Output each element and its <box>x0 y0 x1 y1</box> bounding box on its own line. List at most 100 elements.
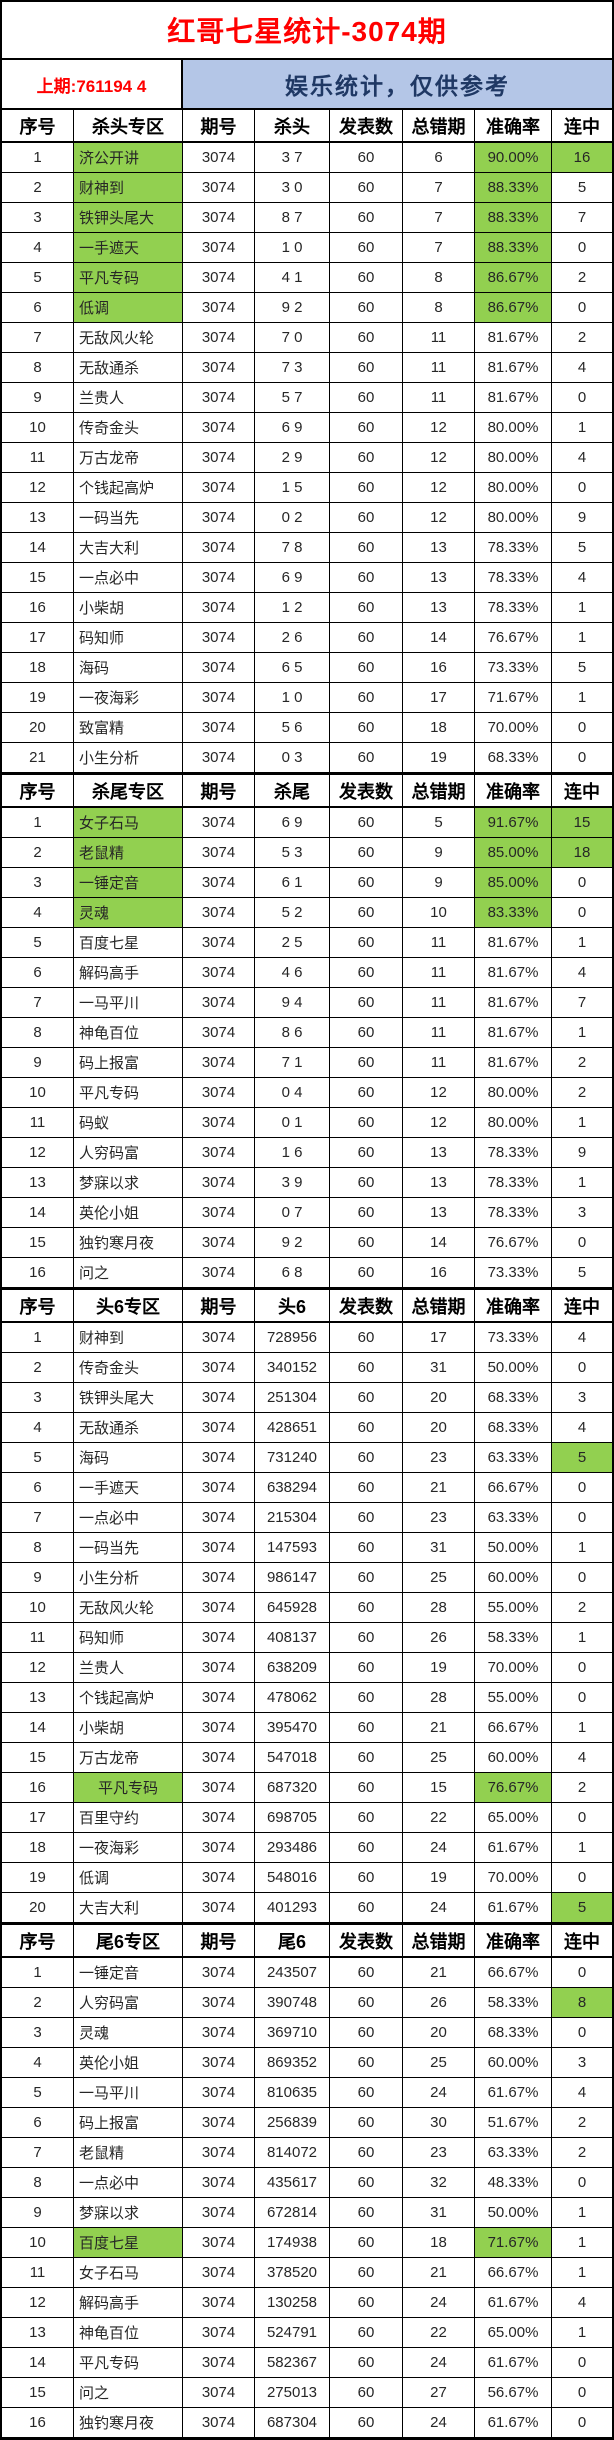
header-total-wrong: 总错期 <box>403 1923 475 1958</box>
cell-streak: 4 <box>552 443 612 473</box>
cell-value: 6 1 <box>255 868 330 898</box>
info-row: 上期:761194 4 娱乐统计，仅供参考 <box>2 60 612 108</box>
cell-name: 致富精 <box>74 713 183 743</box>
cell-accuracy: 78.33% <box>475 1198 552 1228</box>
header-seq: 序号 <box>2 1288 74 1323</box>
cell-published: 60 <box>330 838 403 868</box>
cell-seq: 1 <box>2 1323 74 1353</box>
cell-streak: 0 <box>552 1473 612 1503</box>
cell-published: 60 <box>330 1773 403 1803</box>
header-seq: 序号 <box>2 108 74 143</box>
cell-accuracy: 68.33% <box>475 743 552 773</box>
cell-issue: 3074 <box>183 533 255 563</box>
cell-name: 英伦小姐 <box>74 1198 183 1228</box>
cell-name: 神龟百位 <box>74 2318 183 2348</box>
cell-total-wrong: 13 <box>403 1198 475 1228</box>
cell-published: 60 <box>330 1353 403 1383</box>
cell-name: 码上报富 <box>74 2108 183 2138</box>
cell-streak: 1 <box>552 1018 612 1048</box>
header-published: 发表数 <box>330 1288 403 1323</box>
cell-seq: 1 <box>2 1958 74 1988</box>
cell-value: 5 3 <box>255 838 330 868</box>
cell-name: 个钱起高炉 <box>74 473 183 503</box>
header-streak: 连中 <box>552 108 612 143</box>
cell-value: 9 4 <box>255 988 330 1018</box>
cell-streak: 1 <box>552 413 612 443</box>
cell-published: 60 <box>330 2138 403 2168</box>
cell-total-wrong: 13 <box>403 533 475 563</box>
header-published: 发表数 <box>330 108 403 143</box>
cell-streak: 0 <box>552 713 612 743</box>
cell-seq: 19 <box>2 1863 74 1893</box>
cell-name: 百度七星 <box>74 928 183 958</box>
cell-streak: 0 <box>552 2408 612 2438</box>
cell-issue: 3074 <box>183 203 255 233</box>
cell-name: 小柴胡 <box>74 593 183 623</box>
cell-value: 986147 <box>255 1563 330 1593</box>
cell-issue: 3074 <box>183 1048 255 1078</box>
cell-name: 海码 <box>74 653 183 683</box>
header-streak: 连中 <box>552 773 612 808</box>
cell-accuracy: 81.67% <box>475 958 552 988</box>
cell-total-wrong: 21 <box>403 1473 475 1503</box>
cell-seq: 14 <box>2 1713 74 1743</box>
cell-name: 低调 <box>74 293 183 323</box>
cell-total-wrong: 7 <box>403 203 475 233</box>
disclaimer-banner: 娱乐统计，仅供参考 <box>183 60 612 108</box>
cell-value: 7 0 <box>255 323 330 353</box>
cell-seq: 2 <box>2 1988 74 2018</box>
cell-name: 独钓寒月夜 <box>74 1228 183 1258</box>
cell-seq: 16 <box>2 1258 74 1288</box>
cell-seq: 5 <box>2 928 74 958</box>
cell-issue: 3074 <box>183 683 255 713</box>
cell-value: 6 9 <box>255 808 330 838</box>
cell-issue: 3074 <box>183 1713 255 1743</box>
cell-streak: 4 <box>552 353 612 383</box>
cell-total-wrong: 7 <box>403 173 475 203</box>
cell-name: 大吉大利 <box>74 533 183 563</box>
cell-name: 一手遮天 <box>74 1473 183 1503</box>
cell-seq: 1 <box>2 808 74 838</box>
header-seq: 序号 <box>2 1923 74 1958</box>
cell-published: 60 <box>330 2228 403 2258</box>
header-total-wrong: 总错期 <box>403 773 475 808</box>
cell-total-wrong: 12 <box>403 413 475 443</box>
cell-seq: 12 <box>2 473 74 503</box>
cell-name: 平凡专码 <box>74 263 183 293</box>
cell-streak: 2 <box>552 1048 612 1078</box>
cell-seq: 4 <box>2 1413 74 1443</box>
cell-total-wrong: 14 <box>403 1228 475 1258</box>
cell-value: 4 1 <box>255 263 330 293</box>
cell-streak: 1 <box>552 593 612 623</box>
cell-accuracy: 60.00% <box>475 2048 552 2078</box>
cell-issue: 3074 <box>183 2018 255 2048</box>
cell-value: 638294 <box>255 1473 330 1503</box>
cell-accuracy: 78.33% <box>475 533 552 563</box>
cell-seq: 9 <box>2 1563 74 1593</box>
cell-seq: 5 <box>2 1443 74 1473</box>
cell-streak: 7 <box>552 988 612 1018</box>
cell-name: 无敌通杀 <box>74 1413 183 1443</box>
cell-published: 60 <box>330 1533 403 1563</box>
cell-name: 人穷码富 <box>74 1138 183 1168</box>
header-seq: 序号 <box>2 773 74 808</box>
cell-accuracy: 60.00% <box>475 1743 552 1773</box>
cell-seq: 13 <box>2 1168 74 1198</box>
cell-value: 251304 <box>255 1383 330 1413</box>
cell-published: 60 <box>330 1168 403 1198</box>
header-name: 尾6专区 <box>74 1923 183 1958</box>
cell-seq: 10 <box>2 413 74 443</box>
cell-accuracy: 61.67% <box>475 1833 552 1863</box>
cell-published: 60 <box>330 2168 403 2198</box>
cell-streak: 0 <box>552 2168 612 2198</box>
cell-name: 个钱起高炉 <box>74 1683 183 1713</box>
cell-published: 60 <box>330 683 403 713</box>
cell-value: 1 2 <box>255 593 330 623</box>
cell-published: 60 <box>330 2288 403 2318</box>
page-title: 红哥七星统计-3074期 <box>2 2 612 60</box>
cell-streak: 0 <box>552 868 612 898</box>
cell-accuracy: 86.67% <box>475 293 552 323</box>
cell-seq: 6 <box>2 2108 74 2138</box>
cell-accuracy: 63.33% <box>475 1443 552 1473</box>
cell-streak: 0 <box>552 1653 612 1683</box>
